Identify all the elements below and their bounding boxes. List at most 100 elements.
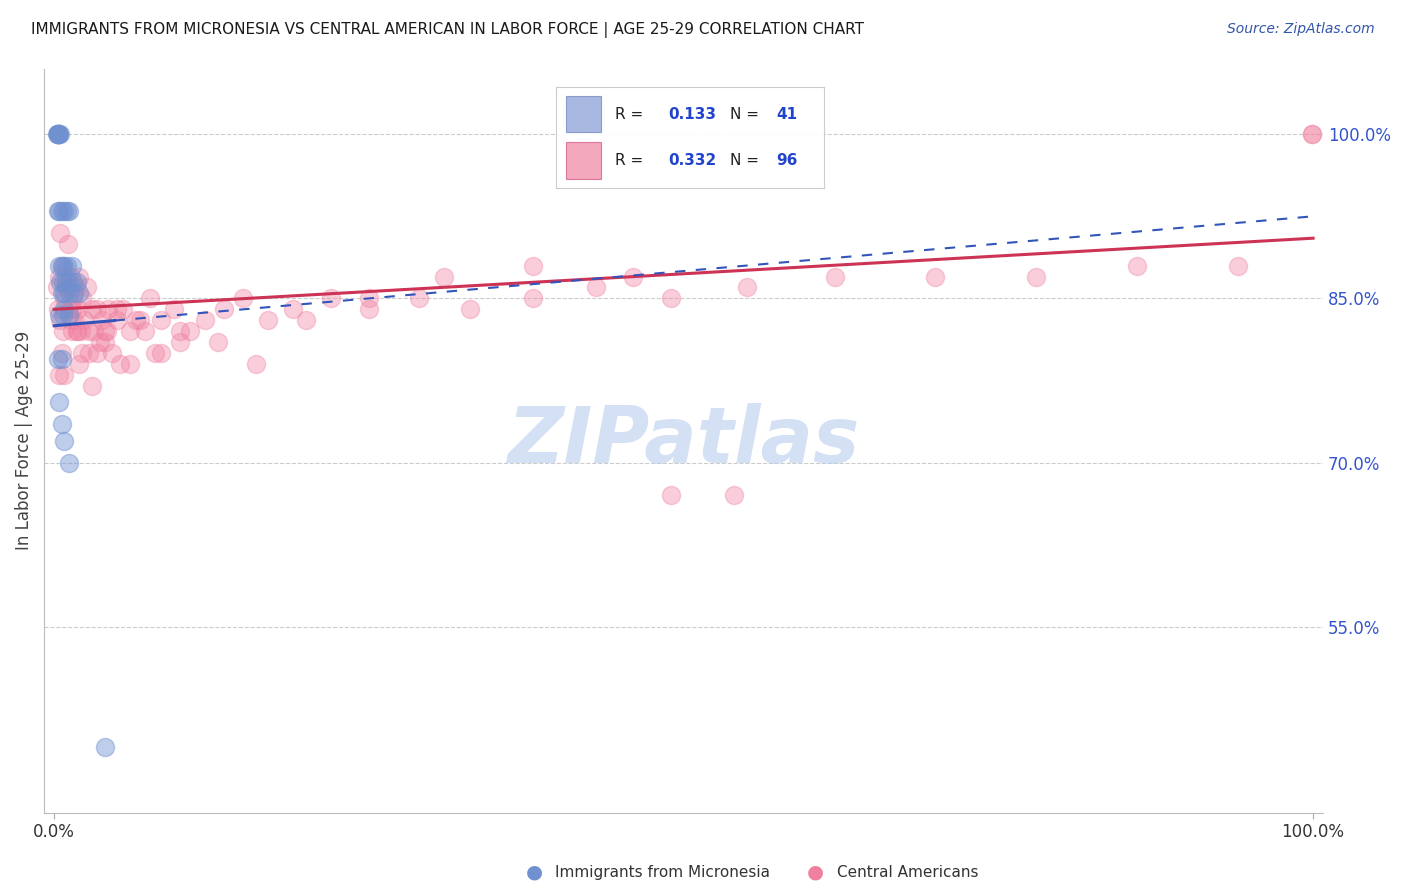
Point: [408, 292, 430, 306]
Point: [66, 324, 89, 338]
Point: [522, 259, 544, 273]
Point: [62, 275, 84, 289]
Point: [53, 368, 76, 382]
Point: [93, 335, 115, 350]
Point: [53, 285, 76, 300]
Point: [52, 324, 75, 338]
Text: Source: ZipAtlas.com: Source: ZipAtlas.com: [1227, 22, 1375, 37]
Point: [45, 280, 67, 294]
Point: [55, 275, 77, 289]
Point: [52, 308, 75, 322]
Point: [924, 269, 946, 284]
Point: [96, 324, 118, 338]
Point: [67, 269, 90, 284]
Point: [46, 127, 69, 141]
Point: [128, 313, 150, 327]
Point: [48, 127, 70, 141]
Point: [1126, 259, 1149, 273]
Text: ●: ●: [807, 863, 824, 882]
Point: [79, 324, 101, 338]
Point: [105, 313, 128, 327]
Point: [73, 313, 96, 327]
Point: [46, 351, 69, 366]
Point: [51, 259, 73, 273]
Point: [51, 346, 73, 360]
Point: [62, 292, 84, 306]
Point: [83, 324, 105, 338]
Point: [49, 313, 72, 327]
Text: Immigrants from Micronesia: Immigrants from Micronesia: [555, 865, 770, 880]
Point: [58, 275, 80, 289]
Point: [245, 357, 267, 371]
Point: [51, 203, 73, 218]
Point: [139, 292, 162, 306]
Point: [66, 324, 89, 338]
Point: [79, 346, 101, 360]
Point: [67, 357, 90, 371]
Point: [1301, 127, 1323, 141]
Text: IMMIGRANTS FROM MICRONESIA VS CENTRAL AMERICAN IN LABOR FORCE | AGE 25-29 CORREL: IMMIGRANTS FROM MICRONESIA VS CENTRAL AM…: [31, 22, 863, 38]
Point: [46, 127, 69, 141]
Point: [65, 280, 87, 294]
Point: [93, 324, 115, 338]
Point: [105, 302, 128, 317]
Point: [321, 292, 343, 306]
Point: [51, 259, 73, 273]
Point: [55, 280, 77, 294]
Point: [46, 127, 69, 141]
Point: [163, 302, 186, 317]
Point: [91, 313, 114, 327]
Point: [63, 313, 86, 327]
Point: [283, 302, 305, 317]
Point: [53, 292, 76, 306]
Point: [46, 302, 69, 317]
Point: [52, 275, 75, 289]
Point: [125, 313, 148, 327]
Point: [150, 313, 173, 327]
Point: [89, 335, 111, 350]
Point: [59, 313, 82, 327]
Text: Central Americans: Central Americans: [837, 865, 979, 880]
Point: [66, 275, 89, 289]
Point: [723, 488, 745, 502]
Point: [48, 269, 70, 284]
Point: [55, 203, 77, 218]
Point: [659, 488, 682, 502]
Point: [55, 280, 77, 294]
Point: [295, 313, 318, 327]
Point: [118, 357, 141, 371]
Point: [150, 346, 173, 360]
Point: [80, 302, 103, 317]
Point: [67, 302, 90, 317]
Point: [69, 324, 91, 338]
Point: [55, 269, 77, 284]
Point: [93, 740, 115, 755]
Point: [53, 434, 76, 448]
Point: [169, 324, 191, 338]
Point: [46, 203, 69, 218]
Point: [48, 308, 70, 322]
Point: [60, 302, 83, 317]
Point: [1226, 259, 1249, 273]
Point: [67, 285, 90, 300]
Point: [585, 280, 607, 294]
Point: [60, 324, 83, 338]
Point: [194, 313, 217, 327]
Point: [118, 324, 141, 338]
Point: [108, 357, 131, 371]
Point: [179, 324, 201, 338]
Text: ●: ●: [526, 863, 543, 882]
Point: [58, 308, 80, 322]
Point: [45, 127, 67, 141]
Point: [112, 302, 135, 317]
Point: [46, 127, 69, 141]
Point: [48, 395, 70, 409]
Point: [659, 292, 682, 306]
Point: [824, 269, 846, 284]
Point: [55, 259, 77, 273]
Point: [49, 226, 72, 240]
Point: [1025, 269, 1047, 284]
Point: [735, 280, 758, 294]
Point: [49, 127, 72, 141]
Point: [207, 335, 229, 350]
